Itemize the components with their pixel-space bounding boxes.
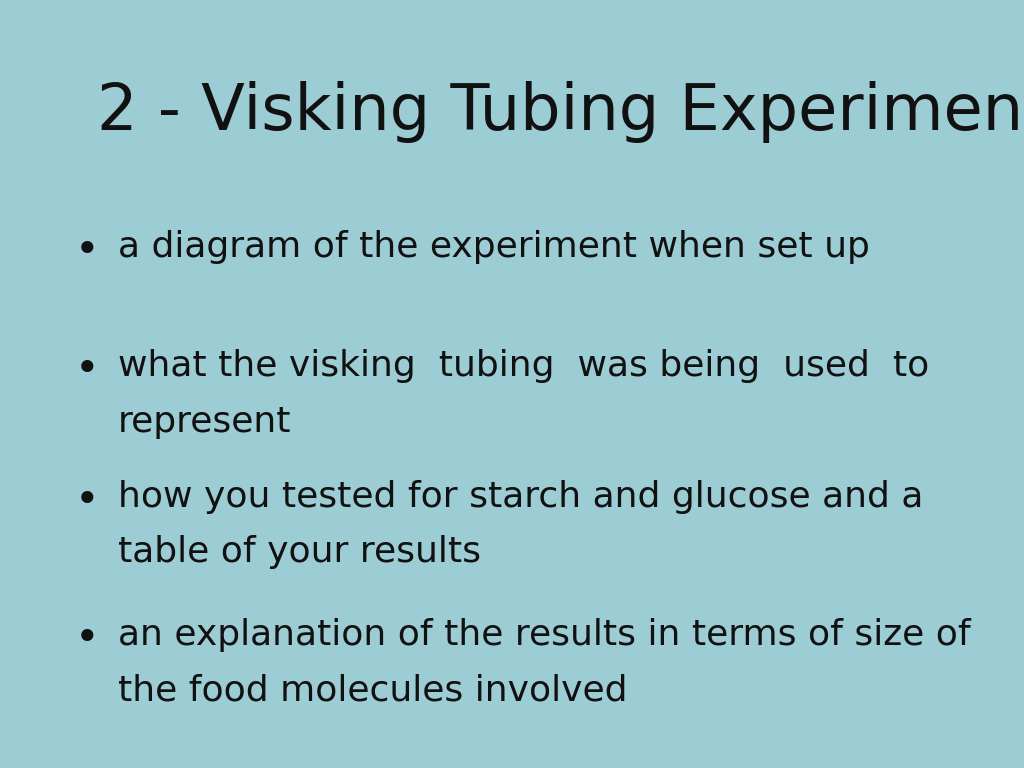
Text: •: • (75, 618, 99, 660)
Text: represent: represent (118, 405, 291, 439)
Text: table of your results: table of your results (118, 535, 480, 569)
Text: a diagram of the experiment when set up: a diagram of the experiment when set up (118, 230, 869, 264)
Text: •: • (75, 480, 99, 522)
Text: an explanation of the results in terms of size of: an explanation of the results in terms o… (118, 618, 971, 652)
Text: how you tested for starch and glucose and a: how you tested for starch and glucose an… (118, 480, 923, 514)
Text: what the visking  tubing  was being  used  to: what the visking tubing was being used t… (118, 349, 929, 383)
Text: the food molecules involved: the food molecules involved (118, 674, 628, 707)
Text: •: • (75, 349, 99, 392)
Text: •: • (75, 230, 99, 273)
Text: 2 - Visking Tubing Experiment: 2 - Visking Tubing Experiment (97, 81, 1024, 143)
